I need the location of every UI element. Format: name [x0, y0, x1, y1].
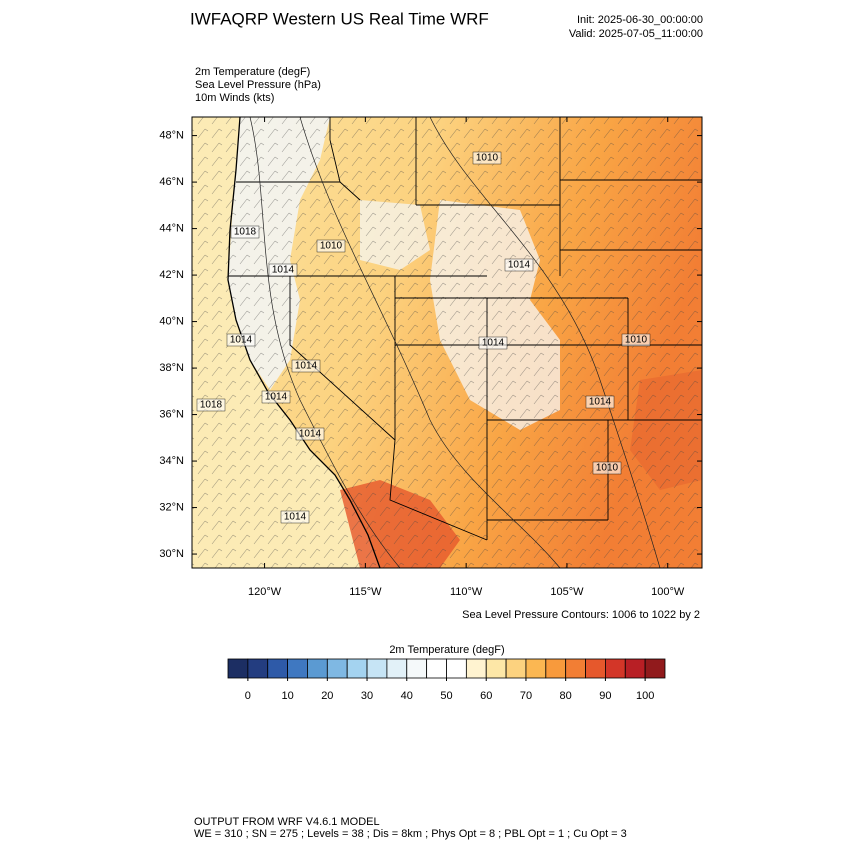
map-frame	[191, 116, 703, 569]
lon-label: 100°W	[651, 586, 685, 598]
colorbar-box	[366, 658, 388, 679]
title: IWFAQRP Western US Real Time WRF	[190, 9, 489, 28]
footer-line: OUTPUT FROM WRF V4.6.1 MODEL	[194, 816, 380, 828]
colorbar-tick-label: 40	[401, 690, 413, 702]
contour-label: 1018	[200, 400, 223, 411]
contour-label: 1010	[625, 335, 648, 346]
contour-label-box	[291, 359, 321, 373]
contour-label-box	[592, 461, 622, 475]
colorbar-tick-label: 90	[599, 690, 611, 702]
contour-label-box	[230, 225, 260, 239]
colorbar-box	[565, 658, 586, 679]
colorbar-box	[326, 658, 348, 679]
contour-label: 1014	[284, 512, 307, 523]
map	[192, 117, 702, 568]
init-time: Init: 2025-06-30_00:00:00	[577, 14, 703, 26]
colorbar-box	[426, 658, 447, 679]
contour-label-box	[280, 510, 310, 524]
colorbar-box	[446, 658, 467, 679]
lat-label: 46°N	[159, 176, 184, 188]
wind-barbs	[192, 117, 702, 568]
footer-line: WE = 310 ; SN = 275 ; Levels = 38 ; Dis …	[194, 828, 627, 840]
colorbar-box	[605, 658, 626, 679]
colorbar-box	[247, 658, 269, 679]
contour-label-box	[478, 336, 508, 350]
colorbar-tick-label: 30	[361, 690, 373, 702]
colorbar-box	[227, 658, 249, 679]
contour-label: 1014	[272, 265, 295, 276]
colorbar-box	[307, 658, 328, 679]
lat-label: 34°N	[159, 455, 184, 467]
contour-label-box	[316, 239, 346, 253]
colorbar-tick-label: 100	[636, 690, 654, 702]
colorbar-title: 2m Temperature (degF)	[389, 644, 504, 656]
lon-label: 105°W	[550, 586, 584, 598]
contour-label-box	[196, 398, 226, 412]
contour-label-box	[268, 263, 298, 277]
contour-label-box	[585, 395, 615, 409]
colorbar-box	[545, 658, 567, 679]
contour-label: 1014	[265, 392, 288, 403]
lat-label: 40°N	[159, 315, 184, 327]
lat-label: 32°N	[159, 501, 184, 513]
lat-label: 38°N	[159, 362, 184, 374]
colorbar-tick-label: 70	[520, 690, 532, 702]
contour-label: 1010	[476, 153, 499, 164]
colorbar-box	[406, 658, 428, 679]
contour-note: Sea Level Pressure Contours: 1006 to 102…	[462, 609, 700, 621]
colorbar-box	[287, 658, 308, 679]
colorbar-tick-label: 80	[560, 690, 572, 702]
colorbar-box	[267, 658, 288, 679]
lon-label: 120°W	[248, 586, 282, 598]
contour-label-box	[261, 390, 291, 404]
lon-label: 110°W	[450, 586, 483, 598]
contour-label: 1014	[589, 397, 612, 408]
lat-label: 42°N	[159, 269, 184, 281]
contour-label: 1014	[295, 361, 318, 372]
contour-label-box	[472, 151, 502, 165]
contour-label-box	[504, 258, 534, 272]
colorbar-box	[505, 658, 527, 679]
lon-label: 115°W	[349, 586, 382, 598]
field-label: 2m Temperature (degF)	[195, 66, 310, 78]
contour-label: 1018	[234, 227, 257, 238]
contour-label: 1014	[230, 335, 253, 346]
lat-label: 44°N	[159, 222, 184, 234]
lat-label: 36°N	[159, 408, 184, 420]
contour-label-box	[295, 427, 325, 441]
pressure-contours	[249, 117, 661, 568]
colorbar-tick-label: 0	[245, 690, 251, 702]
field-label: Sea Level Pressure (hPa)	[195, 79, 321, 91]
colorbar-tick-label: 10	[281, 690, 293, 702]
field-label: 10m Winds (kts)	[195, 92, 274, 104]
valid-time: Valid: 2025-07-05_11:00:00	[569, 28, 703, 40]
colorbar-box	[346, 658, 368, 679]
contour-label: 1014	[508, 260, 531, 271]
contour-label-box	[226, 333, 256, 347]
colorbar-tick-label: 60	[480, 690, 492, 702]
colorbar-box	[525, 658, 547, 679]
colorbar-box	[386, 658, 408, 679]
contour-label: 1010	[320, 241, 343, 252]
lat-label: 48°N	[159, 130, 184, 142]
colorbar-box	[585, 658, 606, 679]
colorbar-tick-label: 50	[440, 690, 452, 702]
colorbar-box	[644, 658, 666, 679]
contour-label: 1014	[482, 338, 505, 349]
colorbar-box	[485, 658, 507, 679]
contour-label: 1014	[299, 429, 322, 440]
lat-label: 30°N	[159, 548, 184, 560]
contour-label: 1010	[596, 463, 619, 474]
colorbar-box	[624, 658, 646, 679]
colorbar-tick-label: 20	[321, 690, 333, 702]
contour-label-box	[621, 333, 651, 347]
colorbar-box	[465, 658, 487, 679]
